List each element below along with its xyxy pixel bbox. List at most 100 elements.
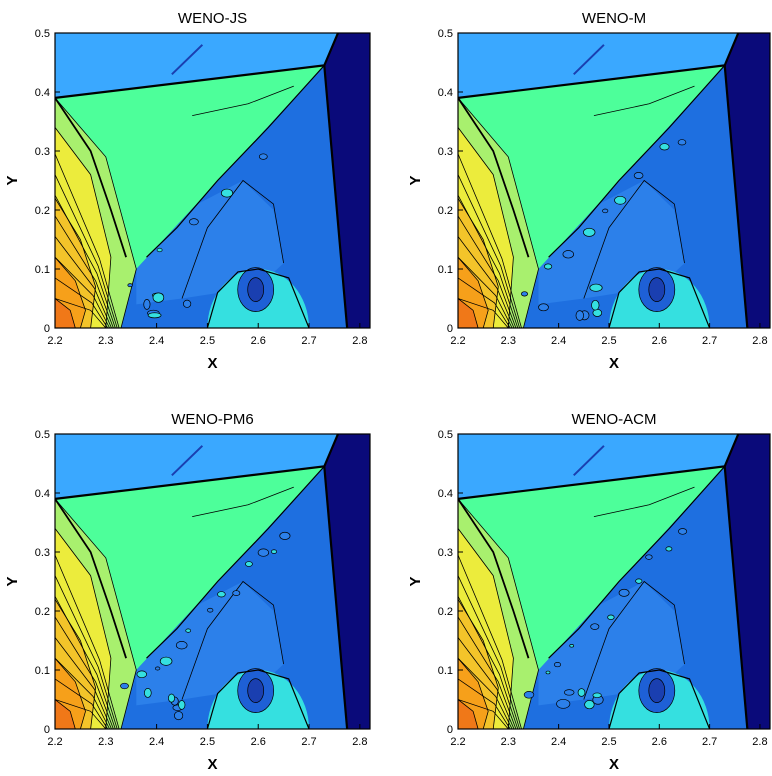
- y-tick-label: 0.4: [438, 488, 453, 500]
- bottom-eddy: [592, 692, 602, 699]
- vortex-rollup: [245, 561, 253, 567]
- bottom-eddy: [577, 688, 586, 697]
- y-tick-label: 0: [447, 724, 453, 736]
- wall-jet-line: [171, 44, 204, 76]
- inner-vortex: [247, 277, 265, 302]
- vortex-rollup: [271, 549, 277, 554]
- bottom-eddy: [147, 312, 162, 319]
- vortex-rollup: [521, 291, 528, 297]
- x-axis-label: X: [609, 355, 619, 372]
- vortex-rollup: [156, 247, 163, 253]
- vortex-rollup: [607, 614, 615, 620]
- inner-vortex: [247, 678, 265, 703]
- contour-field: [55, 33, 370, 328]
- vortex-rollup: [677, 139, 687, 146]
- x-tick-label: 2.2: [47, 335, 62, 347]
- y-tick-label: 0.5: [35, 28, 50, 40]
- vortex-rollup: [159, 656, 173, 666]
- panel-title: WENO-M: [582, 10, 646, 27]
- vortex-rollup: [127, 283, 133, 288]
- vortex-rollup: [590, 623, 600, 630]
- vortex-rollup: [618, 588, 630, 597]
- bottom-eddy: [563, 689, 575, 696]
- y-tick-label: 0.1: [35, 665, 50, 677]
- x-tick-label: 2.6: [251, 736, 266, 748]
- x-tick-label: 2.4: [149, 335, 164, 347]
- upper-region: [458, 33, 739, 98]
- vortex-rollup: [257, 548, 270, 557]
- wall-jet-line: [573, 44, 605, 76]
- vortex-rollup: [569, 644, 575, 648]
- panel-4: 2.2 2.3 2.4 2.5 2.6 2.7 2.8 0 0.1 0.2 0.3 0.4 0.5 WEN…: [407, 411, 771, 773]
- x-tick-label: 2.6: [251, 335, 266, 347]
- contour-field: [458, 33, 770, 328]
- vortex-rollup: [659, 143, 670, 151]
- x-tick-label: 2.8: [352, 736, 367, 748]
- panel-3: 2.2 2.3 2.4 2.5 2.6 2.7 2.8 0 0.1 0.2 0.3 0.4 0.5 WEN…: [4, 411, 371, 773]
- contour-lines: [55, 434, 349, 729]
- contour-lines: [458, 33, 749, 328]
- y-tick-label: 0.2: [35, 606, 50, 618]
- x-tick-label: 2.6: [652, 736, 667, 748]
- contour-field: [458, 434, 770, 729]
- bottom-eddy: [143, 299, 151, 310]
- y-tick-label: 0.1: [438, 665, 453, 677]
- x-tick-label: 2.2: [450, 335, 465, 347]
- bottom-eddy: [168, 693, 175, 703]
- y-tick-label: 0.5: [438, 429, 453, 441]
- x-tick-label: 2.3: [501, 335, 516, 347]
- panel-2: 2.2 2.3 2.4 2.5 2.6 2.7 2.8 0 0.1 0.2 0.3 0.4 0.5 WEN…: [407, 10, 771, 372]
- vortex-rollup: [665, 546, 673, 552]
- vortex-rollup: [678, 528, 688, 535]
- plot-frame: [457, 433, 771, 730]
- x-tick-label: 2.2: [47, 736, 62, 748]
- panel-title: WENO-JS: [178, 10, 247, 27]
- vortex-rollup: [635, 578, 643, 584]
- x-tick-label: 2.4: [551, 736, 566, 748]
- x-tick-label: 2.5: [200, 335, 215, 347]
- y-tick-label: 0.1: [35, 264, 50, 276]
- vortex-rollup: [633, 172, 644, 179]
- bottom-eddy: [589, 283, 603, 292]
- plot-frame: [457, 32, 771, 329]
- upper-region: [55, 33, 338, 98]
- contour-lines: [458, 434, 749, 729]
- inner-vortex: [648, 678, 666, 703]
- vortex-rollup: [602, 208, 609, 214]
- vortex-rollup: [645, 554, 653, 560]
- wall-jet-line: [573, 445, 605, 477]
- x-tick-label: 2.5: [601, 335, 616, 347]
- y-tick-label: 0.2: [438, 606, 453, 618]
- x-tick-label: 2.7: [702, 335, 717, 347]
- vortex-rollup: [583, 227, 596, 237]
- panel-1: 2.2 2.3 2.4 2.5 2.6 2.7 2.8 0 0.1 0.2 0.3 0.4 0.5 WEN…: [4, 10, 371, 372]
- x-axis-label: X: [609, 756, 619, 773]
- x-tick-label: 2.5: [601, 736, 616, 748]
- y-tick-label: 0.4: [35, 87, 50, 99]
- bottom-eddy: [178, 700, 186, 710]
- contour-field: [55, 434, 370, 729]
- y-tick-label: 0: [44, 323, 50, 335]
- x-tick-label: 2.7: [702, 736, 717, 748]
- x-tick-label: 2.6: [652, 335, 667, 347]
- bottom-eddy: [592, 308, 603, 317]
- vortex-rollup: [136, 670, 148, 679]
- x-tick-label: 2.4: [551, 335, 566, 347]
- vortex-rollup: [220, 188, 234, 198]
- fan-band-5: [458, 298, 479, 328]
- y-tick-label: 0.5: [35, 429, 50, 441]
- fan-band-5: [55, 699, 76, 729]
- vortex-rollup: [207, 607, 214, 613]
- y-tick-label: 0.4: [35, 488, 50, 500]
- vortex-rollup: [544, 263, 553, 270]
- y-axis-label: Y: [407, 576, 424, 586]
- vortex-rollup: [175, 641, 188, 650]
- vortex-rollup: [545, 670, 551, 675]
- inner-vortex: [648, 277, 666, 302]
- x-tick-label: 2.3: [98, 335, 113, 347]
- vortex-rollup: [614, 195, 627, 205]
- fan-band-5: [458, 699, 479, 729]
- x-axis-label: X: [207, 355, 217, 372]
- x-tick-label: 2.8: [752, 335, 767, 347]
